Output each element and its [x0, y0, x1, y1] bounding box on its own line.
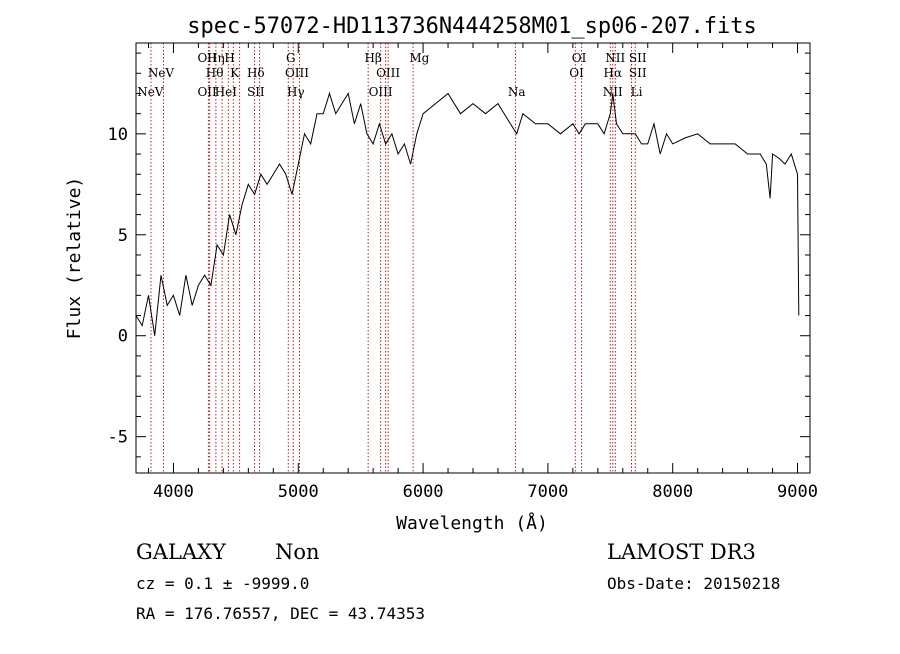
survey-name: LAMOST DR3 — [607, 540, 756, 564]
x-tick-label-4000: 4000 — [153, 482, 194, 502]
line-label-hβ-14: Hβ — [364, 51, 381, 65]
line-label-hη-3: Hη — [207, 51, 225, 65]
x-tick-label-9000: 9000 — [777, 482, 818, 502]
x-tick-label-8000: 8000 — [652, 482, 693, 502]
line-label-hθ-5: Hθ — [206, 66, 224, 80]
line-label-nii-21: NII — [605, 51, 625, 65]
x-tick-label-7000: 7000 — [527, 482, 568, 502]
spectrum-line — [135, 91, 800, 336]
emission-line-markers — [150, 43, 636, 473]
x-axis-label: Wavelength (Å) — [396, 512, 548, 534]
line-label-na-18: Na — [508, 85, 526, 99]
line-label-g-11: G — [286, 51, 296, 65]
chart-title: spec-57072-HD113736N444258M01_sp06-207.f… — [187, 14, 757, 39]
y-axis-label: Flux (relative) — [64, 177, 85, 340]
line-label-oii-8: OII — [197, 85, 217, 99]
line-label-hα-23: Hα — [604, 66, 623, 80]
y-tick-label--5: -5 — [108, 428, 128, 448]
y-axis-ticks: -5 0 5 10 — [108, 52, 810, 458]
plot-frame — [135, 42, 811, 474]
x-tick-label-5000: 5000 — [278, 482, 319, 502]
line-label-li-26: Li — [631, 85, 643, 99]
obs-date: Obs-Date: 20150218 — [607, 574, 780, 593]
line-label-oi-20: OI — [569, 66, 584, 80]
line-label-k-6: K — [230, 66, 240, 80]
x-tick-label-6000: 6000 — [403, 482, 444, 502]
line-label-sii-10: SII — [247, 85, 265, 99]
y-tick-label-5: 5 — [118, 226, 128, 246]
line-label-oiii-12: OIII — [285, 66, 309, 80]
line-label-h-4: H — [224, 51, 234, 65]
object-class: GALAXY — [136, 540, 227, 564]
y-tick-label-0: 0 — [118, 327, 128, 347]
line-label-sii-22: SII — [629, 51, 647, 65]
line-label-nii-25: NII — [603, 85, 623, 99]
line-label-hei-9: HeI — [215, 85, 238, 99]
line-label-hγ-13: Hγ — [287, 85, 305, 99]
line-label-nev-1: NeV — [148, 66, 175, 80]
line-label-oiii-15: OIII — [376, 66, 400, 80]
x-axis-ticks: 4000 5000 6000 7000 8000 9000 — [147, 43, 818, 502]
line-label-sii-24: SII — [629, 66, 647, 80]
y-tick-label-10: 10 — [108, 125, 128, 145]
line-label-oii-2: OII — [197, 51, 217, 65]
line-label-hδ-7: Hδ — [247, 66, 265, 80]
line-label-mg-17: Mg — [409, 51, 429, 65]
line-label-oi-19: OI — [572, 51, 587, 65]
line-label-oiii-16: OIII — [369, 85, 393, 99]
coordinates-text: RA = 176.76557, DEC = 43.74353 — [136, 604, 425, 623]
redshift-text: cz = 0.1 ± -9999.0 — [136, 574, 309, 593]
line-label-nev-0: NeV — [137, 85, 164, 99]
object-subclass: Non — [275, 540, 320, 564]
